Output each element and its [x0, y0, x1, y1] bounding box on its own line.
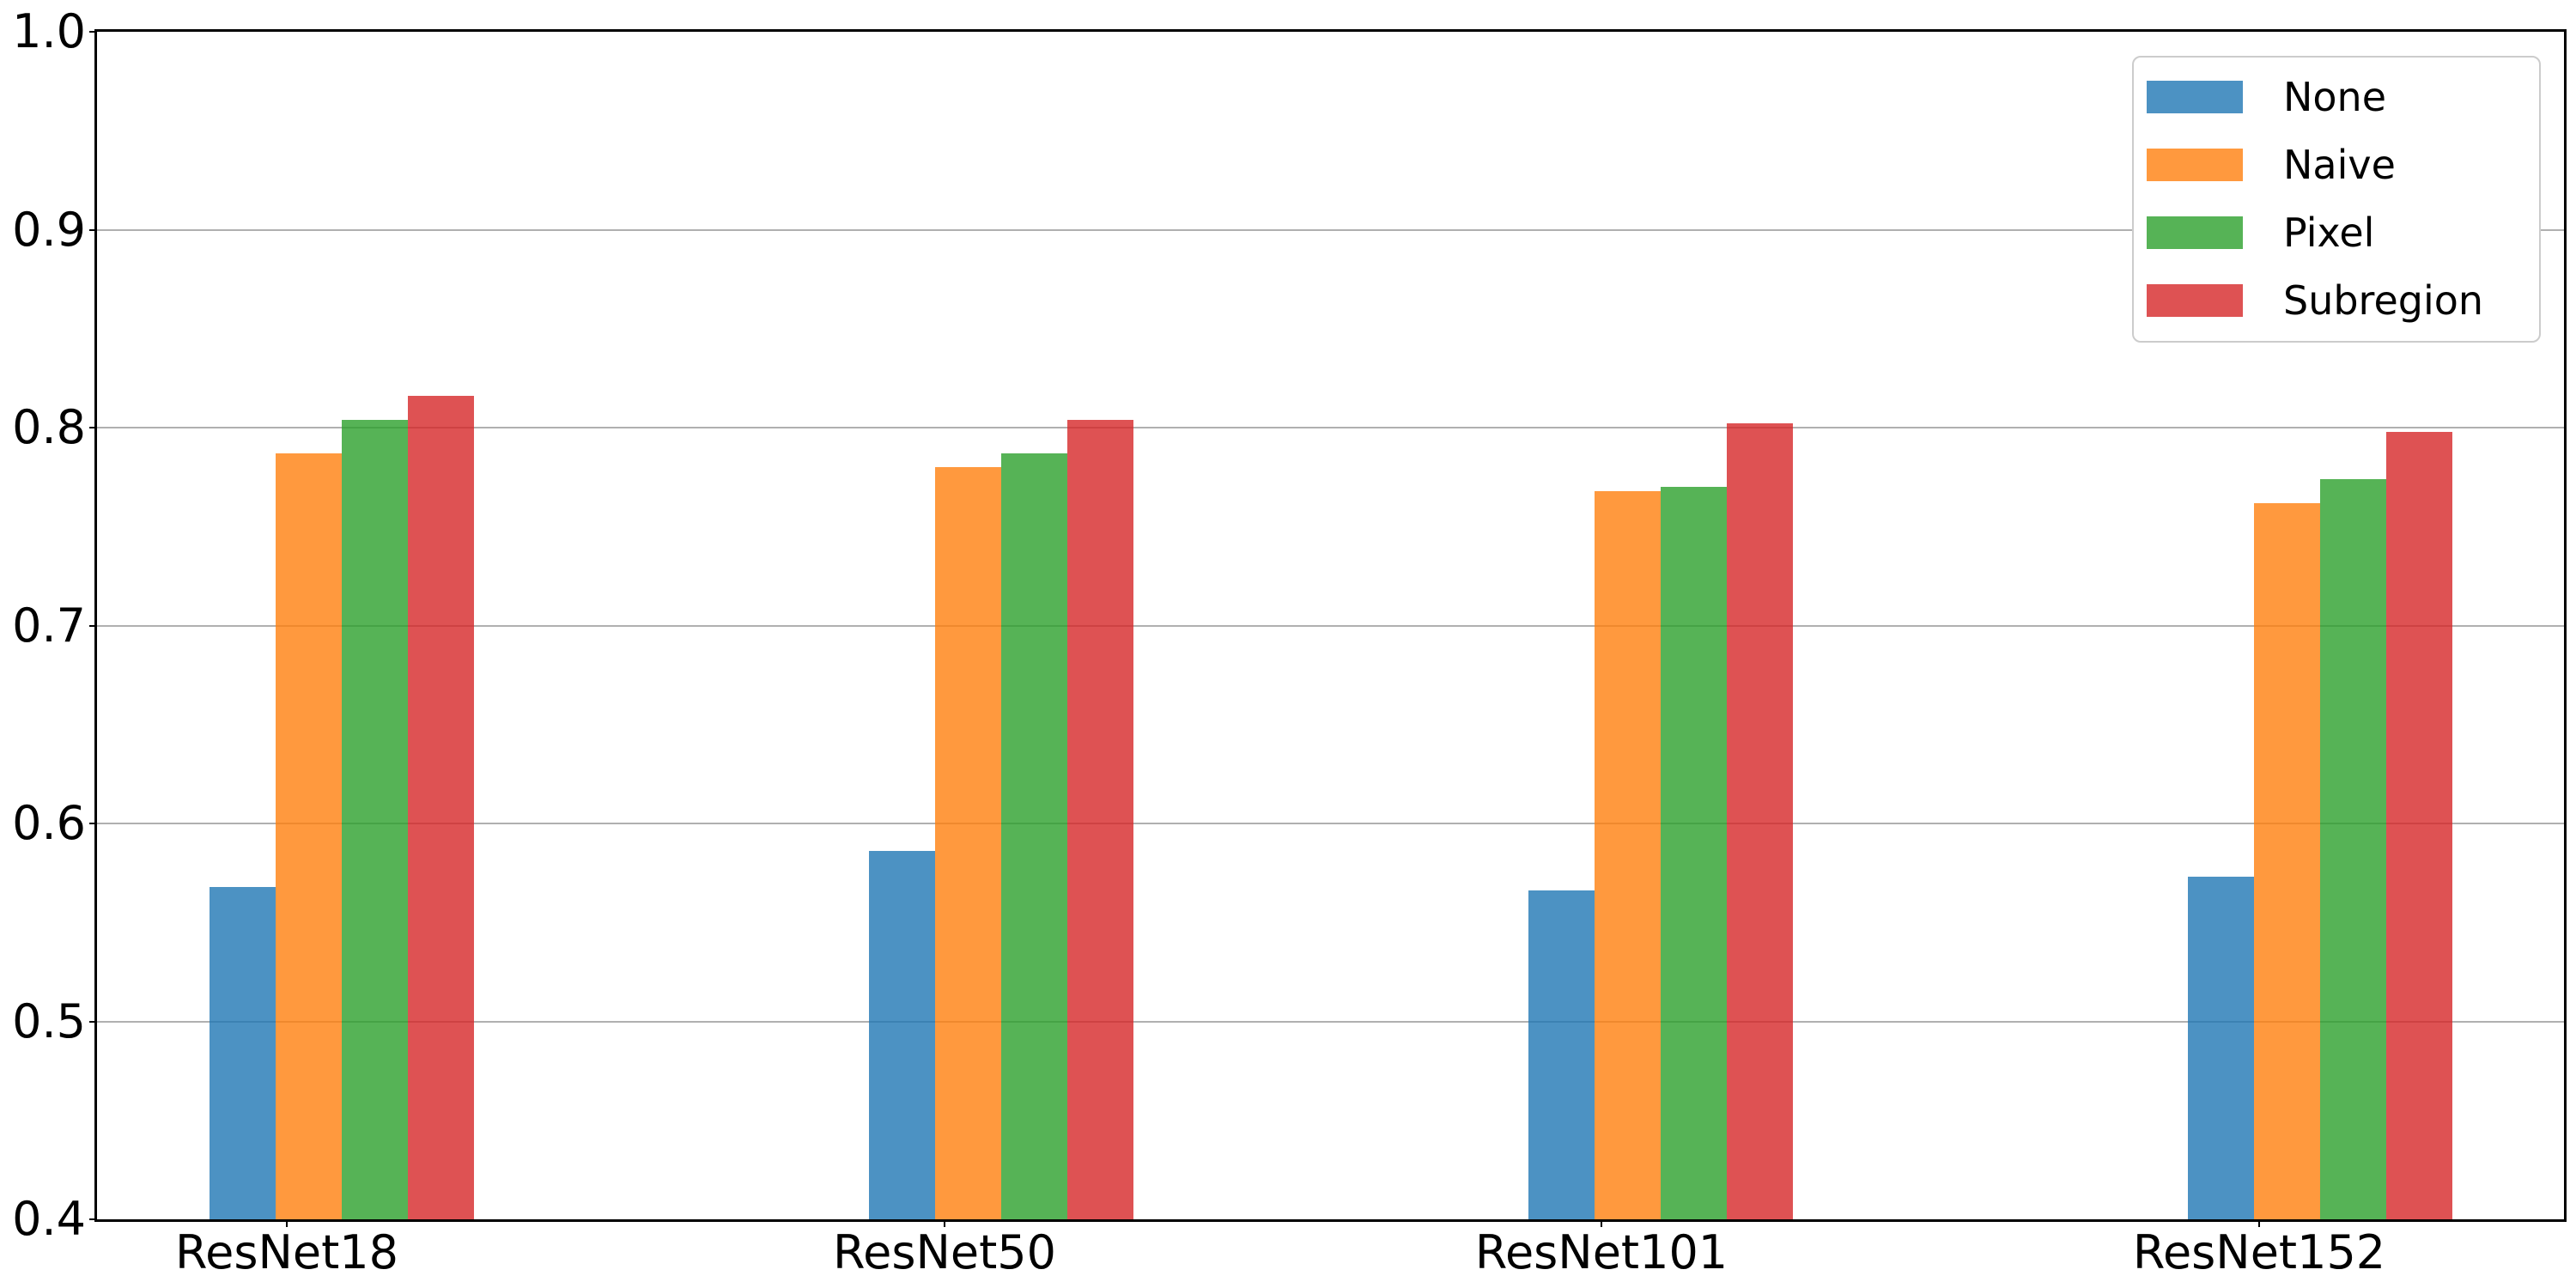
legend-item: Subregion [2134, 266, 2539, 334]
legend-item: Naive [2134, 131, 2539, 198]
y-tick-label: 0.6 [12, 796, 86, 850]
x-tick-label: ResNet50 [833, 1225, 1056, 1279]
y-tick-mark [89, 1218, 94, 1220]
bar-subregion-resnet101 [1727, 423, 1793, 1219]
y-tick-mark [89, 624, 94, 627]
x-tick-mark [944, 1222, 945, 1227]
y-tick-mark [89, 823, 94, 824]
y-tick-label: 0.5 [12, 993, 86, 1048]
x-tick-label: ResNet101 [1474, 1225, 1728, 1279]
bar-naive-resnet152 [2254, 502, 2320, 1219]
legend-item: None [2134, 63, 2539, 131]
x-tick-mark [286, 1222, 288, 1227]
gridline [97, 228, 2564, 231]
bar-subregion-resnet152 [2386, 431, 2452, 1219]
bar-subregion-resnet18 [408, 396, 474, 1219]
legend-label: Subregion [2283, 276, 2484, 324]
x-tick-label: ResNet18 [175, 1225, 398, 1279]
bar-pixel-resnet101 [1661, 487, 1727, 1219]
y-tick-mark [89, 427, 94, 428]
y-tick-mark [89, 31, 94, 33]
bar-pixel-resnet18 [342, 419, 408, 1219]
bar-pixel-resnet152 [2320, 478, 2386, 1219]
y-tick-label: 1.0 [12, 4, 86, 58]
x-tick-mark [1601, 1222, 1602, 1227]
y-tick-mark [89, 228, 94, 231]
x-tick-mark [2258, 1222, 2260, 1227]
bar-none-resnet50 [869, 851, 935, 1219]
bar-pixel-resnet50 [1001, 453, 1067, 1219]
legend-item: Pixel [2134, 198, 2539, 266]
legend-swatch [2147, 216, 2243, 249]
legend: None Naive Pixel Subregion [2132, 56, 2541, 343]
legend-label: None [2283, 73, 2387, 120]
bar-subregion-resnet50 [1067, 419, 1133, 1219]
gridline [97, 1020, 2564, 1023]
legend-label: Pixel [2283, 209, 2375, 256]
bar-naive-resnet18 [276, 453, 342, 1219]
y-tick-mark [89, 1020, 94, 1023]
x-tick-label: ResNet152 [2132, 1225, 2386, 1279]
gridline [97, 823, 2564, 824]
legend-label: Naive [2283, 141, 2396, 188]
y-tick-label: 0.9 [12, 202, 86, 257]
legend-swatch [2147, 148, 2243, 181]
gridline [97, 427, 2564, 428]
legend-swatch [2147, 80, 2243, 113]
bar-none-resnet101 [1528, 890, 1595, 1219]
bar-none-resnet18 [210, 886, 276, 1219]
bar-naive-resnet50 [935, 467, 1001, 1219]
y-tick-label: 0.8 [12, 400, 86, 454]
bar-naive-resnet101 [1595, 490, 1661, 1219]
gridline [97, 624, 2564, 627]
y-tick-label: 0.4 [12, 1192, 86, 1246]
y-tick-label: 0.7 [12, 598, 86, 653]
bar-none-resnet152 [2188, 877, 2254, 1219]
legend-swatch [2147, 283, 2243, 317]
